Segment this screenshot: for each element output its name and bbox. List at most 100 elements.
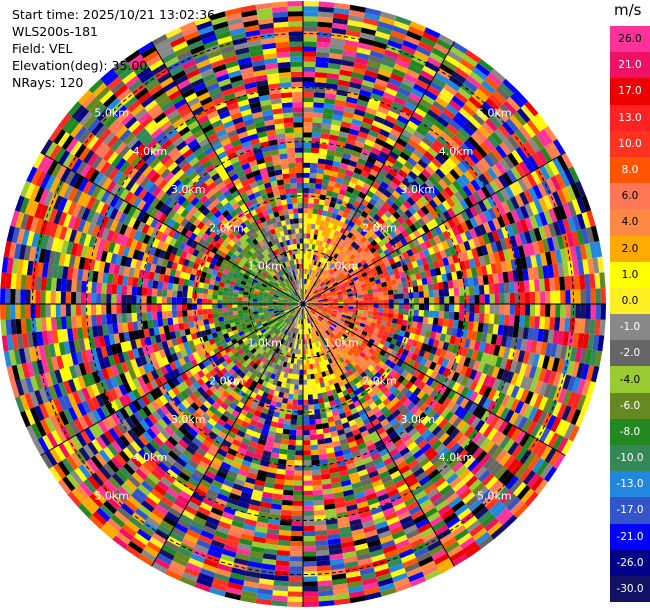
range-gate-cell [321,252,326,258]
range-gate-cell [380,193,389,202]
range-gate-cell [382,316,388,322]
range-gate-cell [516,108,531,123]
range-gate-cell [340,183,349,191]
range-gate-cell [360,187,369,195]
range-gate-cell [356,47,371,56]
range-gate-cell [303,500,314,506]
range-gate-cell [409,115,422,127]
range-gate-cell [316,36,331,43]
range-gate-cell [417,158,428,169]
range-gate-cell [527,242,536,256]
range-gate-cell [529,279,535,293]
range-gate-cell [421,277,428,285]
range-gate-cell [424,202,434,212]
range-gate-cell [324,279,330,284]
range-gate-cell [313,102,325,109]
range-gate-cell [415,199,425,209]
range-gate-cell [396,319,403,325]
range-gate-cell [377,21,394,31]
range-gate-cell [561,186,572,203]
range-gate-cell [362,218,370,226]
range-gate-cell [346,186,355,194]
range-gate-cell [466,182,477,194]
range-gate-cell [528,229,538,243]
range-gate-cell [303,435,311,441]
range-gate-cell [331,264,337,271]
range-gate-cell [453,244,462,255]
range-gate-cell [314,188,322,195]
range-gate-cell [330,270,336,276]
range-gate-cell [567,261,575,276]
range-gate-cell [398,169,408,179]
range-gate-cell [330,288,336,292]
range-gate-cell [544,278,551,292]
range-gate-cell [303,41,317,47]
range-gate-cell [318,153,327,160]
range-gate-cell [324,200,331,207]
range-gate-cell [303,76,315,83]
range-gate-cell [351,256,358,263]
range-gate-cell [368,210,377,218]
range-gate-cell [330,257,336,264]
range-gate-cell [499,141,512,156]
range-gate-cell [334,260,341,267]
range-gate-cell [312,213,318,220]
range-gate-cell [307,300,313,303]
range-gate-cell [518,126,532,141]
range-gate-cell [471,148,484,161]
range-gate-cell [309,177,317,184]
range-gate-cell [322,247,328,254]
range-gate-cell [291,510,303,517]
range-gate-cell [317,245,322,252]
range-gate-cell [498,314,505,326]
range-gate-cell [421,168,432,179]
range-gate-cell [342,310,348,314]
range-gate-cell [524,292,531,304]
range-gate-cell [295,445,303,451]
range-gate-cell [360,148,371,157]
range-gate-cell [519,280,525,293]
range-gate-cell [373,261,380,268]
range-gate-cell [497,272,504,284]
range-gate-cell [532,241,541,255]
range-gate-cell [342,261,348,267]
range-gate-cell [315,277,320,283]
range-gate-cell [333,7,350,15]
range-gate-cell [349,4,366,13]
range-gate-cell [539,165,551,181]
range-gate-cell [317,443,326,450]
range-gate-cell [385,137,397,147]
range-gate-cell [589,242,598,259]
range-gate-cell [460,143,472,156]
range-gate-cell [415,244,423,253]
range-gate-cell [468,238,476,250]
range-gate-cell [336,262,343,269]
range-gate-cell [388,77,402,88]
range-gate-cell [332,114,343,122]
range-gate-cell [572,332,580,348]
range-gate-cell [421,117,434,129]
range-gate-cell [434,153,446,165]
range-gate-cell [349,281,355,286]
range-gate-cell [452,279,459,289]
range-gate-cell [328,255,334,262]
range-gate-cell [303,389,308,395]
range-gate-cell [371,120,384,129]
range-gate-cell [467,277,474,287]
range-gate-cell [420,256,428,265]
range-gate-cell [345,169,354,177]
range-gate-cell [474,294,480,304]
range-gate-cell [398,304,404,310]
range-gate-cell [313,265,318,271]
range-gate-cell [360,243,367,250]
range-gate-cell [334,275,340,281]
range-gate-cell [486,135,500,149]
range-gate-cell [424,165,436,176]
range-gate-cell [546,177,557,194]
range-gate-cell [359,268,366,275]
range-gate-cell [317,229,323,236]
range-gate-cell [306,228,311,234]
range-gate-cell [454,66,470,80]
range-gate-cell [381,221,390,230]
range-gate-cell [379,128,391,138]
